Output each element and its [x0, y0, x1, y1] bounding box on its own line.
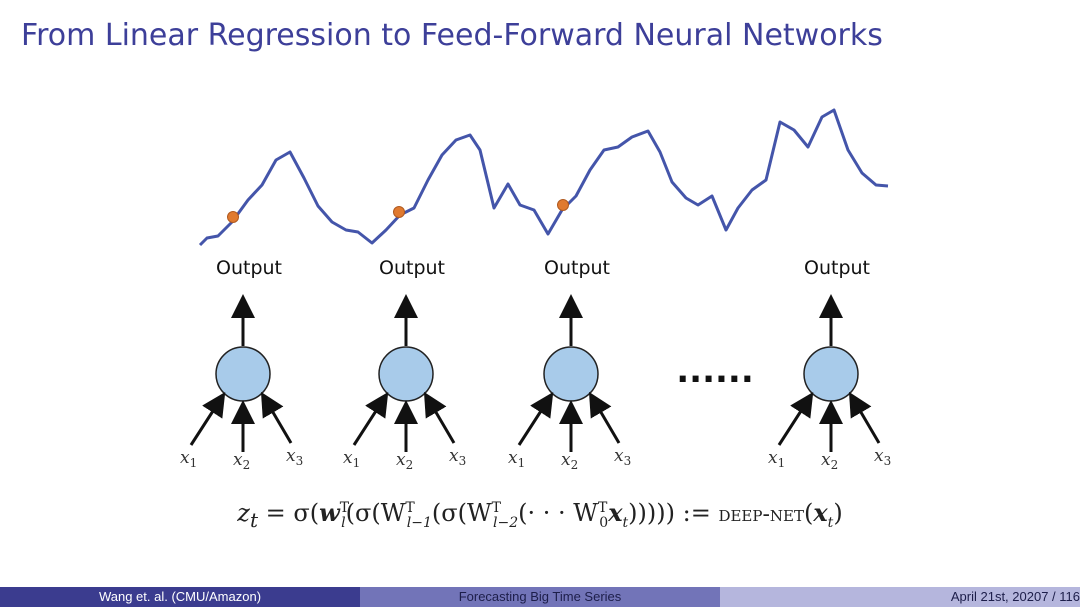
formula-w0-sup: T	[597, 500, 608, 516]
ellipsis: ......	[676, 351, 754, 391]
output-label: Output	[379, 257, 445, 279]
formula-w-sub: l	[341, 514, 346, 531]
input-arrow	[260, 391, 293, 444]
input-label-x1: x1	[343, 448, 360, 470]
slide-footer: Wang et. al. (CMU/Amazon) Forecasting Bi…	[0, 587, 1080, 607]
network-unit-2: Output x1 x2 x3	[343, 257, 466, 472]
formula-w2-sub: l−2	[493, 514, 519, 531]
formula-text-b: (σ(W	[345, 499, 406, 527]
input-label-x3: x3	[449, 446, 466, 468]
output-label: Output	[216, 257, 282, 279]
input-arrow	[517, 391, 554, 446]
formula-text-a: = σ(	[258, 499, 320, 527]
formula-text-d: (· · · W	[518, 499, 598, 527]
network-unit-4: Output x1 x2 x3	[768, 257, 891, 472]
input-arrow	[423, 391, 456, 444]
formula-text-c: (σ(W	[431, 499, 492, 527]
input-label-x2: x2	[821, 450, 838, 472]
input-label-x2: x2	[233, 450, 250, 472]
input-label-x2: x2	[396, 450, 413, 472]
input-label-x1: x1	[768, 448, 785, 470]
formula-x: x	[608, 498, 623, 527]
formula-lhs: z	[237, 499, 250, 527]
footer-authors: Wang et. al. (CMU/Amazon)	[0, 587, 360, 607]
deep-net-formula: zt = σ(wTl(σ(WTl−1(σ(WTl−2(· · · WT0xt))…	[0, 498, 1080, 532]
input-arrow	[777, 391, 814, 446]
input-arrow	[189, 391, 226, 446]
prediction-marker	[557, 199, 569, 211]
input-label-x3: x3	[286, 446, 303, 468]
input-label-x1: x1	[180, 448, 197, 470]
formula-deep-net: deep-net	[718, 502, 804, 527]
slide-title: From Linear Regression to Feed-Forward N…	[21, 18, 883, 53]
input-arrow	[848, 391, 881, 444]
footer-date: April 21st, 2020	[950, 589, 1042, 604]
input-label-x3: x3	[614, 446, 631, 468]
input-arrow	[352, 391, 389, 446]
formula-x2-sub: t	[827, 514, 834, 531]
neuron-node	[543, 346, 599, 402]
footer-page-number: 7 / 116	[1041, 589, 1080, 604]
time-series-line	[198, 108, 889, 247]
formula-text-f: (	[803, 499, 814, 527]
formula-x-sub: t	[622, 514, 629, 531]
formula-w2-sup: T	[491, 500, 501, 516]
formula-lhs-sub: t	[249, 507, 258, 532]
formula-w-sup: T	[339, 500, 350, 516]
input-arrow	[588, 391, 621, 444]
network-unit-1: Output x1 x2 x3	[180, 257, 303, 472]
formula-text-e: ))))) :=	[628, 499, 719, 527]
network-unit-3: Output x1 x2 x3	[508, 257, 631, 472]
neuron-node	[215, 346, 271, 402]
output-label: Output	[544, 257, 610, 279]
footer-right: April 21st, 2020 7 / 116	[720, 587, 1080, 607]
input-label-x3: x3	[874, 446, 891, 468]
formula-w1-sup: T	[405, 500, 415, 516]
formula-x2: x	[813, 498, 828, 527]
input-label-x1: x1	[508, 448, 525, 470]
neuron-node	[803, 346, 859, 402]
input-label-x2: x2	[561, 450, 578, 472]
prediction-marker	[227, 211, 239, 223]
formula-w: w	[319, 498, 340, 527]
formula-w0-sub: 0	[599, 514, 609, 531]
neuron-node	[378, 346, 434, 402]
footer-talk-title: Forecasting Big Time Series	[360, 587, 720, 607]
formula-w1-sub: l−1	[406, 514, 432, 531]
prediction-marker	[393, 206, 405, 218]
formula-text-g: )	[833, 499, 843, 527]
output-label: Output	[804, 257, 870, 279]
